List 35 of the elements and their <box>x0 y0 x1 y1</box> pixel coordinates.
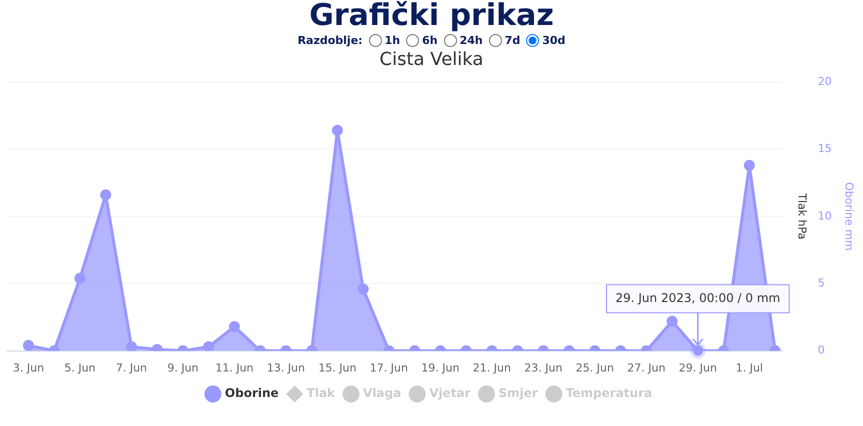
y-tick-label: 10 <box>818 209 832 222</box>
x-tick-label: 23. Jun <box>524 361 562 374</box>
x-tick-label: 15. Jun <box>318 361 357 374</box>
y-tick-label: 5 <box>818 276 825 290</box>
text: Razdoblje: <box>298 34 363 46</box>
y-tick-label: 0 <box>818 344 825 357</box>
x-tick-label: 5. Jun <box>64 361 96 374</box>
point <box>744 160 755 171</box>
legend-label: Oborine <box>224 386 279 400</box>
y-tick-label: 20 <box>818 74 832 88</box>
chart-title: Grafički prikaz <box>308 0 555 33</box>
x-tick-label: 3. Jun <box>12 361 44 374</box>
text: 7d <box>504 34 520 46</box>
x-tick-label: 7. Jun <box>116 361 148 374</box>
x-tick-label: 27. Jun <box>627 361 666 374</box>
x-tick-label: 13. Jun <box>266 361 306 374</box>
annotation: 29. Jun 2023, 00:00 / 0 mm <box>615 290 780 305</box>
y-tick-label: 15 <box>818 142 832 156</box>
point <box>100 189 112 200</box>
text: 24h <box>458 34 483 46</box>
x-tick-label: 21. Jun <box>472 361 511 374</box>
chart-subtitle: Cista Velika <box>378 48 484 72</box>
x-tick-label: 29. Jun <box>678 361 717 374</box>
text: 6h <box>421 34 438 46</box>
x-tick-label: 19. Jun <box>421 361 460 374</box>
text: 1h <box>384 34 400 46</box>
x-tick-label: 11. Jun <box>215 361 254 374</box>
x-tick-label: 9. Jun <box>167 361 199 374</box>
point <box>332 124 343 136</box>
text: 30d <box>541 34 566 46</box>
y-axis-title: Oborine mm <box>842 182 856 251</box>
x-tick-label: 1. Jul <box>736 361 763 374</box>
x-tick-label: 25. Jun <box>576 361 614 374</box>
x-tick-label: 17. Jun <box>370 361 408 374</box>
y2-axis-title: Tlak hPa <box>795 192 808 240</box>
